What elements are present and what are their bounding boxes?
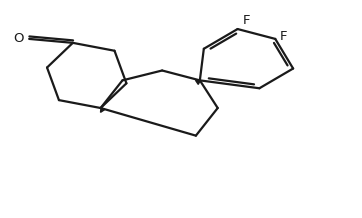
Text: F: F — [280, 31, 288, 43]
Text: F: F — [243, 14, 250, 27]
Polygon shape — [195, 80, 200, 84]
Text: O: O — [14, 32, 24, 45]
Polygon shape — [101, 108, 105, 112]
